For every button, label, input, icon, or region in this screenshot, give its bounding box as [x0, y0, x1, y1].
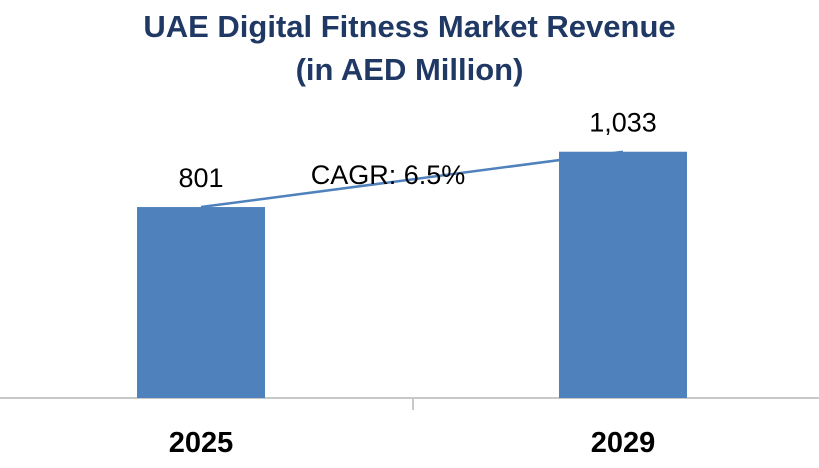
bar-2029: [559, 151, 687, 398]
cagr-annotation: CAGR: 6.5%: [311, 160, 466, 190]
cagr-trend-line: [200, 150, 624, 209]
bar-2025: [137, 207, 265, 398]
data-label-2029: 1,033: [589, 108, 657, 138]
x-tick-label-2025: 2025: [169, 427, 234, 459]
chart-title: UAE Digital Fitness Market Revenue: [143, 9, 676, 44]
data-label-2025: 801: [178, 163, 223, 193]
chart-subtitle: (in AED Million): [295, 52, 524, 87]
x-tick-label-2029: 2029: [591, 427, 656, 459]
